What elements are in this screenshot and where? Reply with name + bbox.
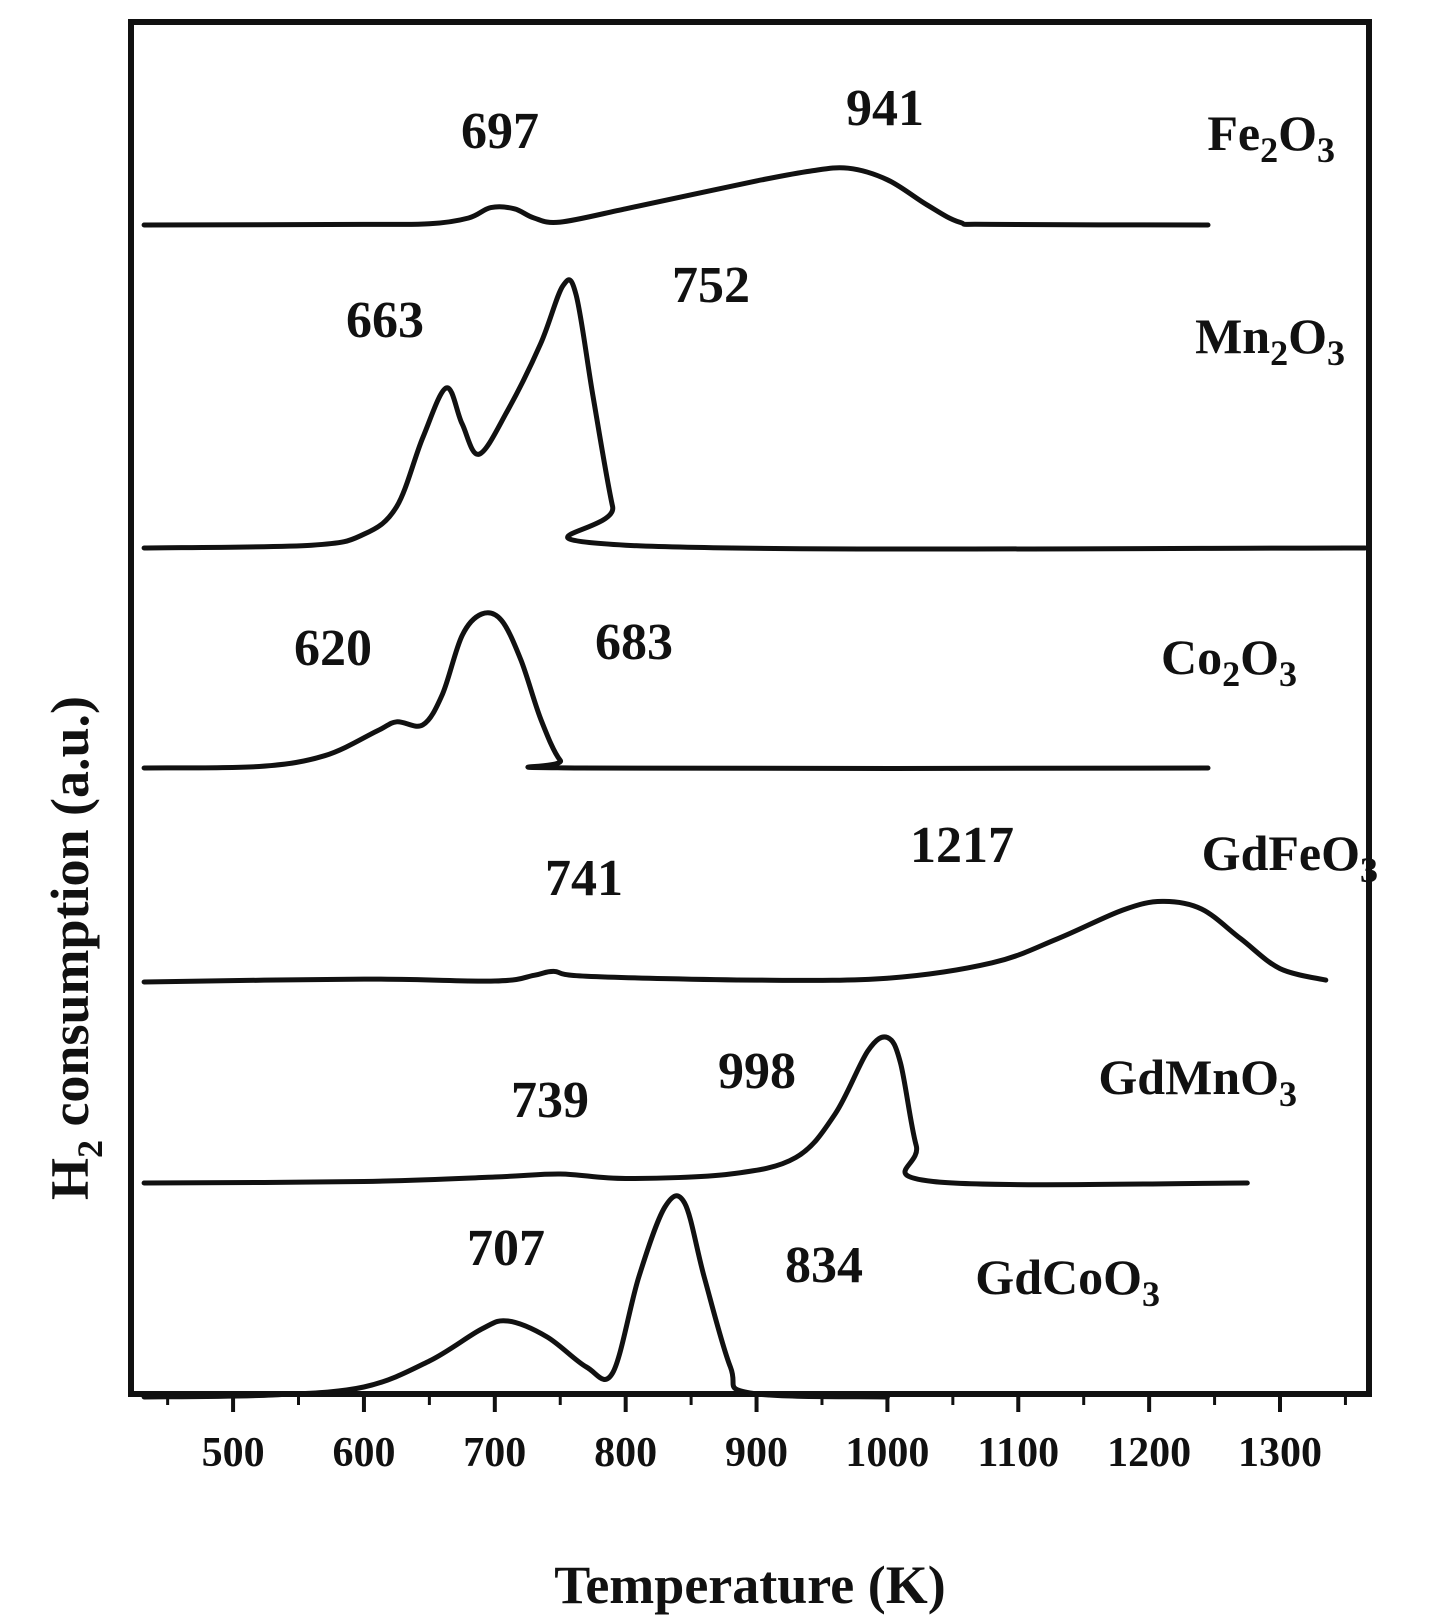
series-line-gdfeo3 bbox=[141, 898, 1329, 985]
peak-label-mn2o3-752: 752 bbox=[672, 257, 750, 314]
series-label-part: GdMnO bbox=[1098, 1049, 1279, 1105]
peak-label-mn2o3-663: 663 bbox=[346, 292, 424, 349]
x-tick-label-600: 600 bbox=[332, 1430, 395, 1476]
peak-label-gdmno3-998: 998 bbox=[718, 1043, 796, 1100]
series-label-part: GdFeO bbox=[1202, 825, 1360, 881]
series-line-co2o3 bbox=[141, 610, 1211, 772]
series-label-part: O bbox=[1278, 105, 1317, 161]
series-label-fe2o3: Fe2O3 bbox=[1207, 105, 1335, 170]
x-tick-label-1100: 1100 bbox=[977, 1430, 1059, 1476]
series-label-gdcoo3: GdCoO3 bbox=[975, 1249, 1160, 1314]
x-tick-label-900: 900 bbox=[725, 1430, 788, 1476]
x-ticks-group: 500 600 700 800 900 1000 1100 1200 1300 bbox=[166, 1394, 1347, 1476]
series-label-part: Fe bbox=[1207, 105, 1260, 161]
series-label-gdmno3: GdMnO3 bbox=[1098, 1049, 1297, 1114]
x-tick-label-800: 800 bbox=[594, 1430, 657, 1476]
series-label-part: O bbox=[1288, 308, 1327, 364]
peak-label-gdcoo3-707: 707 bbox=[467, 1220, 545, 1277]
plot-frame bbox=[128, 19, 1372, 1397]
series-label-part: 3 bbox=[1317, 130, 1335, 170]
x-tick-label-1300: 1300 bbox=[1238, 1430, 1322, 1476]
peak-label-gdmno3-739: 739 bbox=[511, 1072, 589, 1129]
x-tick-label-1000: 1000 bbox=[845, 1430, 929, 1476]
series-line-mn2o3 bbox=[141, 277, 1368, 552]
curves-group bbox=[141, 165, 1368, 1400]
x-axis-title: Temperature (K) bbox=[554, 1555, 945, 1615]
x-tick-label-1200: 1200 bbox=[1107, 1430, 1191, 1476]
peak-label-fe2o3-941: 941 bbox=[846, 80, 924, 137]
series-label-part: 3 bbox=[1360, 850, 1378, 890]
series-line-gdcoo3 bbox=[141, 1193, 890, 1400]
series-line-gdmno3 bbox=[141, 1034, 1250, 1188]
series-label-part: 3 bbox=[1327, 333, 1345, 373]
series-label-part: 3 bbox=[1142, 1274, 1160, 1314]
peak-label-co2o3-620: 620 bbox=[294, 620, 372, 677]
peak-label-fe2o3-697: 697 bbox=[461, 103, 539, 160]
series-label-part: Mn bbox=[1195, 308, 1270, 364]
y-axis-title: H2 consumption (a.u.) bbox=[40, 696, 110, 1200]
series-label-part: GdCoO bbox=[975, 1249, 1142, 1305]
series-label-mn2o3: Mn2O3 bbox=[1195, 308, 1345, 373]
peak-label-gdcoo3-834: 834 bbox=[785, 1237, 863, 1294]
series-label-part: 3 bbox=[1279, 654, 1297, 694]
y-axis-title-subscript: 2 bbox=[70, 1140, 110, 1158]
series-label-part: 2 bbox=[1260, 130, 1278, 170]
series-label-part: 2 bbox=[1222, 654, 1240, 694]
peak-label-gdfeo3-741: 741 bbox=[545, 850, 623, 907]
series-label-part: Co bbox=[1161, 629, 1222, 685]
series-label-part: O bbox=[1240, 629, 1279, 685]
x-tick-label-500: 500 bbox=[202, 1430, 265, 1476]
peak-label-co2o3-683: 683 bbox=[595, 614, 673, 671]
series-line-fe2o3 bbox=[141, 165, 1211, 228]
series-label-co2o3: Co2O3 bbox=[1161, 629, 1297, 694]
series-label-part: 2 bbox=[1270, 333, 1288, 373]
peak-label-gdfeo3-1217: 1217 bbox=[910, 817, 1014, 874]
series-label-gdfeo3: GdFeO3 bbox=[1202, 825, 1378, 890]
series-label-part: 3 bbox=[1279, 1074, 1297, 1114]
x-tick-label-700: 700 bbox=[463, 1430, 526, 1476]
y-axis-title-rest: consumption (a.u.) bbox=[40, 696, 100, 1140]
y-axis-title-h: H bbox=[40, 1158, 100, 1200]
